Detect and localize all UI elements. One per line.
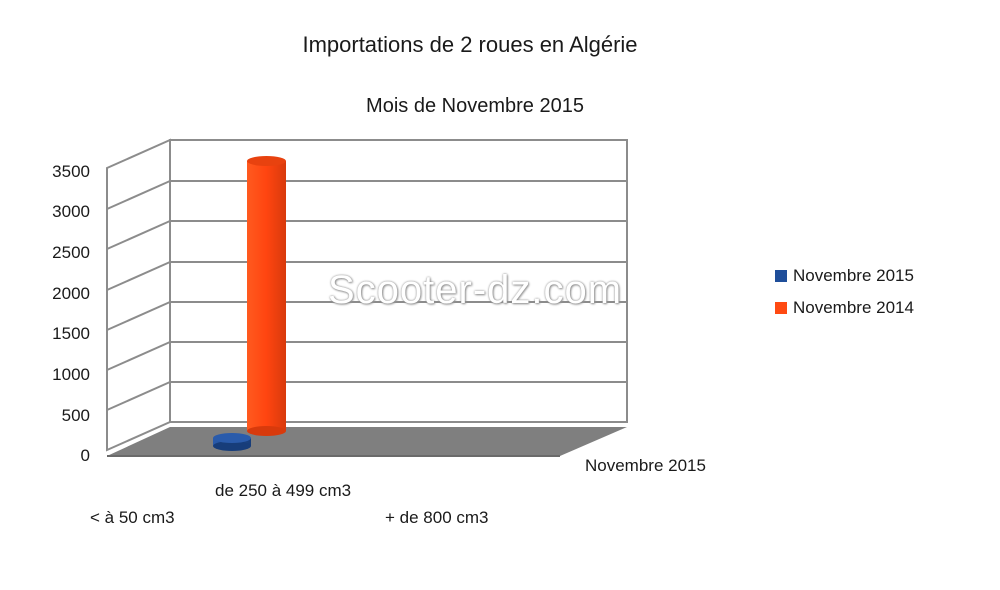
x-category-label: < à 50 cm3: [90, 508, 175, 527]
legend-item: Novembre 2014: [775, 292, 914, 324]
y-tick: 2000: [52, 284, 90, 303]
legend: Novembre 2015 Novembre 2014: [775, 260, 914, 324]
x-category-label: + de 800 cm3: [385, 508, 489, 527]
legend-label: Novembre 2015: [793, 266, 914, 285]
depth-axis-label: Novembre 2015: [585, 456, 706, 475]
legend-swatch-blue: [775, 270, 787, 282]
bar-novembre-2014: [247, 156, 286, 436]
y-tick: 1000: [52, 365, 90, 384]
y-tick: 2500: [52, 243, 90, 262]
legend-swatch-orange: [775, 302, 787, 314]
legend-label: Novembre 2014: [793, 298, 914, 317]
y-tick: 0: [80, 446, 90, 465]
watermark: Scooter-dz.com: [328, 268, 623, 312]
y-tick: 3000: [52, 202, 90, 221]
y-tick: 500: [61, 406, 90, 425]
y-tick: 1500: [52, 324, 90, 343]
bar-novembre-2015: [213, 433, 251, 451]
legend-item: Novembre 2015: [775, 260, 914, 292]
chart-title: Importations de 2 roues en Algérie: [302, 32, 638, 57]
chart-subtitle: Mois de Novembre 2015: [366, 95, 584, 117]
x-category-label: de 250 à 499 cm3: [215, 481, 352, 500]
y-tick: 3500: [52, 162, 90, 181]
